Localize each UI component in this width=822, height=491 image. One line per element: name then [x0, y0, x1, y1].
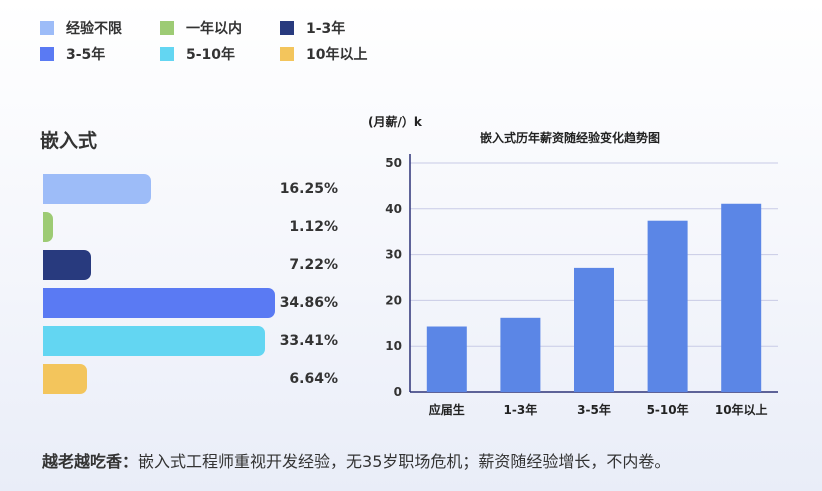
hbar	[43, 212, 53, 242]
hbar	[43, 250, 92, 280]
legend-label: 3-5年	[66, 47, 106, 63]
x-tick-label: 10年以上	[715, 402, 768, 417]
legend-swatch	[280, 47, 294, 61]
legend-label: 一年以内	[186, 21, 242, 37]
hbar-row: 6.64%	[0, 360, 360, 394]
salary-bar	[500, 317, 541, 392]
y-tick-label: 30	[385, 248, 402, 262]
legend-swatch	[160, 21, 174, 35]
legend-item: 10年以上	[280, 44, 367, 64]
x-tick-label: 应届生	[429, 402, 465, 417]
legend-swatch	[40, 47, 54, 61]
y-tick-label: 20	[385, 293, 402, 307]
legend-item: 一年以内	[160, 18, 242, 38]
y-axis-label: (月薪/）k	[368, 114, 423, 129]
legend-swatch	[280, 21, 294, 35]
experience-distribution-bars: 16.25% 1.12% 7.22% 34.86% 33.41% 6.64%	[0, 170, 360, 410]
legend-label: 1-3年	[306, 21, 346, 37]
hbar-row: 16.25%	[0, 170, 360, 204]
x-tick-label: 1-3年	[504, 402, 538, 417]
hbar-value-label: 7.22%	[289, 257, 338, 273]
x-tick-label: 5-10年	[647, 402, 689, 417]
legend-swatch	[40, 21, 54, 35]
salary-bar	[574, 267, 614, 392]
y-tick-label: 0	[394, 385, 402, 399]
legend-item: 经验不限	[40, 18, 122, 38]
salary-bar	[647, 220, 688, 392]
hbar-value-label: 33.41%	[279, 333, 338, 349]
salary-bar	[721, 203, 762, 392]
y-tick-label: 40	[385, 202, 402, 216]
chart-title: 嵌入式历年薪资随经验变化趋势图	[480, 130, 660, 145]
y-tick-label: 50	[385, 156, 402, 170]
legend-item: 5-10年	[160, 44, 235, 64]
hbar-row: 7.22%	[0, 246, 360, 280]
legend-label: 5-10年	[186, 47, 236, 63]
salary-bar	[426, 326, 467, 392]
legend-label: 经验不限	[66, 21, 122, 37]
hbar-value-label: 16.25%	[279, 181, 338, 197]
salary-trend-chart: 嵌入式历年薪资随经验变化趋势图 (月薪/）k 0 10 20 30 40 50 应届生 1-3年 3…	[368, 114, 778, 417]
x-tick-label: 3-5年	[577, 402, 611, 417]
hbar-row: 34.86%	[0, 284, 360, 318]
hbar	[43, 364, 88, 394]
hbar-row: 33.41%	[0, 322, 360, 356]
legend-label: 10年以上	[306, 47, 368, 63]
hbar	[43, 326, 266, 356]
footer-text: 嵌入式工程师重视开发经验，无35岁职场危机；薪资随经验增长，不内卷。	[138, 452, 671, 471]
hbar-row: 1.12%	[0, 208, 360, 242]
hbar-value-label: 1.12%	[289, 219, 338, 235]
section-title: 嵌入式	[40, 130, 98, 152]
hbar	[43, 288, 275, 318]
y-tick-label: 10	[385, 339, 402, 353]
hbar	[43, 174, 152, 204]
hbar-value-label: 34.86%	[279, 295, 338, 311]
legend-item: 3-5年	[40, 44, 105, 64]
legend-swatch	[160, 47, 174, 61]
hbar-value-label: 6.64%	[289, 371, 338, 387]
legend-item: 1-3年	[280, 18, 345, 38]
footer-bold: 越老越吃香：	[42, 452, 139, 471]
footer-note: 越老越吃香：嵌入式工程师重视开发经验，无35岁职场危机；薪资随经验增长，不内卷。	[42, 448, 670, 472]
legend: 经验不限 一年以内 1-3年 3-5年 5-10年 10年以上	[40, 10, 460, 70]
